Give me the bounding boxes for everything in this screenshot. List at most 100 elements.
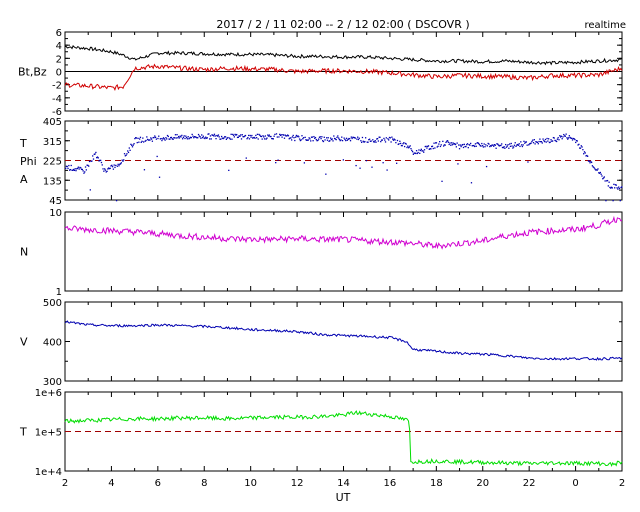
phi-point bbox=[97, 157, 99, 159]
phi-point bbox=[155, 138, 158, 140]
phi-point bbox=[385, 137, 387, 139]
phi-point bbox=[313, 135, 315, 138]
phi-point bbox=[278, 136, 280, 138]
phi-point bbox=[255, 134, 257, 137]
phi-point bbox=[267, 134, 269, 136]
phi-point bbox=[146, 136, 148, 138]
phi-point bbox=[605, 200, 607, 202]
phi-point bbox=[447, 141, 450, 143]
phi-point bbox=[363, 141, 365, 143]
phi-point bbox=[544, 138, 547, 141]
phi-point bbox=[594, 168, 596, 170]
phi-point bbox=[153, 136, 155, 139]
phi-point bbox=[370, 140, 372, 142]
phi-point bbox=[347, 138, 349, 141]
phi-point bbox=[576, 140, 578, 142]
phi-point bbox=[170, 136, 173, 139]
phi-point bbox=[96, 156, 99, 158]
phi-point bbox=[583, 153, 585, 155]
phi-point bbox=[443, 144, 446, 146]
phi-point bbox=[421, 150, 423, 152]
phi-point bbox=[141, 140, 143, 142]
phi-point bbox=[267, 135, 270, 137]
phi-point bbox=[118, 165, 120, 167]
phi-point bbox=[355, 164, 357, 167]
phi-point bbox=[314, 137, 316, 139]
phi-point bbox=[427, 145, 429, 148]
phi-point bbox=[361, 136, 364, 139]
phi-point bbox=[343, 137, 345, 139]
phi-point bbox=[76, 168, 78, 170]
phi-point bbox=[311, 136, 313, 138]
phi-point bbox=[457, 163, 459, 165]
phi-point bbox=[413, 152, 415, 154]
phi-point bbox=[587, 160, 590, 162]
phi-point bbox=[618, 187, 621, 190]
phi-point bbox=[424, 145, 426, 148]
phi-point bbox=[396, 139, 399, 142]
phi-point bbox=[332, 140, 334, 142]
phi-point bbox=[160, 137, 162, 140]
phi-point bbox=[159, 138, 161, 140]
phi-point bbox=[227, 136, 229, 139]
phi-point bbox=[148, 139, 150, 141]
phi-point bbox=[603, 176, 605, 178]
phi-point bbox=[108, 167, 111, 170]
phi-point bbox=[601, 175, 603, 177]
phi-point bbox=[197, 137, 199, 139]
phi-point bbox=[403, 142, 405, 144]
phi-point bbox=[69, 168, 72, 171]
phi-point bbox=[532, 142, 535, 144]
phi-point bbox=[536, 141, 539, 144]
phi-point bbox=[157, 137, 159, 140]
phi-point bbox=[509, 145, 512, 147]
phi-point bbox=[386, 169, 388, 171]
phi-point bbox=[476, 142, 478, 144]
phi-point bbox=[243, 136, 245, 138]
phi-point bbox=[510, 142, 512, 145]
phi-point bbox=[446, 140, 448, 142]
phi-point bbox=[495, 147, 497, 149]
phi-point bbox=[210, 138, 212, 140]
phi-point bbox=[165, 137, 167, 139]
series-bz-line bbox=[64, 63, 623, 92]
y-tick-label: 45 bbox=[49, 196, 62, 207]
phi-point bbox=[119, 163, 122, 165]
phi-point bbox=[499, 144, 501, 147]
phi-point bbox=[416, 152, 419, 155]
phi-point bbox=[280, 134, 282, 136]
phi-point bbox=[85, 169, 87, 171]
y-axis-label: A bbox=[20, 173, 28, 186]
phi-point bbox=[357, 136, 359, 138]
phi-point bbox=[512, 146, 515, 148]
phi-point bbox=[430, 148, 432, 150]
series-t-line bbox=[64, 410, 623, 468]
phi-point bbox=[520, 144, 523, 146]
phi-point bbox=[101, 164, 103, 166]
phi-point bbox=[344, 138, 346, 141]
phi-point bbox=[459, 144, 461, 146]
phi-point bbox=[571, 139, 574, 141]
phi-point bbox=[373, 141, 376, 143]
phi-point bbox=[175, 137, 177, 139]
phi-point bbox=[552, 136, 555, 139]
phi-point bbox=[260, 135, 263, 138]
x-tick-label: 2 bbox=[619, 478, 625, 489]
phi-point bbox=[296, 135, 298, 138]
phi-point bbox=[408, 146, 411, 148]
phi-point bbox=[201, 134, 203, 136]
phi-point bbox=[452, 142, 454, 144]
phi-point bbox=[393, 138, 395, 140]
phi-point bbox=[399, 142, 402, 145]
phi-point bbox=[550, 139, 552, 141]
phi-point bbox=[548, 141, 551, 144]
phi-point bbox=[415, 150, 418, 152]
x-tick-label: 2 bbox=[62, 478, 68, 489]
phi-point bbox=[580, 145, 582, 147]
phi-point bbox=[435, 142, 437, 144]
phi-point bbox=[405, 143, 407, 145]
phi-point bbox=[614, 184, 617, 186]
phi-point bbox=[74, 168, 76, 170]
phi-point bbox=[66, 165, 68, 168]
phi-point bbox=[269, 135, 271, 138]
